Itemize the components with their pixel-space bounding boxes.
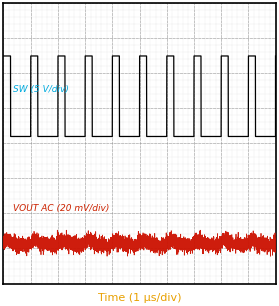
Text: VOUT AC (20 mV/div): VOUT AC (20 mV/div) [13,204,109,213]
X-axis label: Time (1 μs/div): Time (1 μs/div) [98,293,181,303]
Text: SW (5 V/div): SW (5 V/div) [13,85,69,94]
